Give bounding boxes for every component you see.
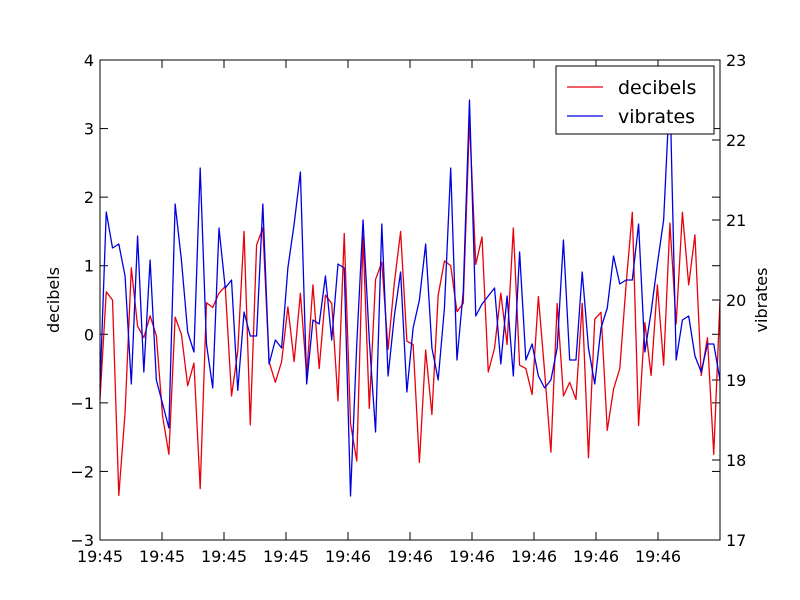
x-tick-label: 19:46 — [387, 547, 433, 566]
y-tick-label-left: −2 — [70, 462, 94, 481]
legend-label-vibrates: vibrates — [618, 106, 695, 128]
legend-box — [555, 65, 715, 135]
legend-label-decibels: decibels — [618, 77, 696, 99]
series-line-vibrates — [99, 87, 721, 497]
x-tick-label: 19:46 — [325, 547, 371, 566]
x-tick-label: 19:45 — [263, 547, 309, 566]
x-tick-label: 19:46 — [449, 547, 495, 566]
y-tick-label-right: 20 — [726, 291, 746, 310]
y-tick-label-left: 0 — [84, 325, 94, 344]
y-tick-label-right: 18 — [726, 451, 746, 470]
y-tick-label-left: −1 — [70, 394, 94, 413]
x-tick-label: 19:46 — [635, 547, 681, 566]
y-tick-label-right: 19 — [726, 371, 746, 390]
y-tick-label-left: 4 — [84, 51, 94, 70]
y-tick-label-right: 17 — [726, 531, 746, 550]
y-tick-label-left: 1 — [84, 257, 94, 276]
x-tick-label: 19:45 — [77, 547, 123, 566]
y-tick-label-left: 2 — [84, 188, 94, 207]
series-line-decibels — [99, 119, 721, 497]
plot-series — [99, 87, 721, 497]
x-tick-label: 19:45 — [201, 547, 247, 566]
y-tick-label-left: −3 — [70, 531, 94, 550]
y-tick-label-right: 23 — [726, 51, 746, 70]
x-tick-label: 19:46 — [511, 547, 557, 566]
y-tick-label-left: 3 — [84, 120, 94, 139]
y-axis-label-left: decibels — [44, 267, 63, 333]
x-tick-label: 19:46 — [573, 547, 619, 566]
plot-frame — [99, 59, 721, 541]
y-tick-label-right: 22 — [726, 131, 746, 150]
y-axis-label-right: vibrates — [752, 268, 771, 333]
y-tick-label-right: 21 — [726, 211, 746, 230]
legend: decibels vibrates — [555, 65, 715, 135]
x-tick-label: 19:45 — [139, 547, 185, 566]
